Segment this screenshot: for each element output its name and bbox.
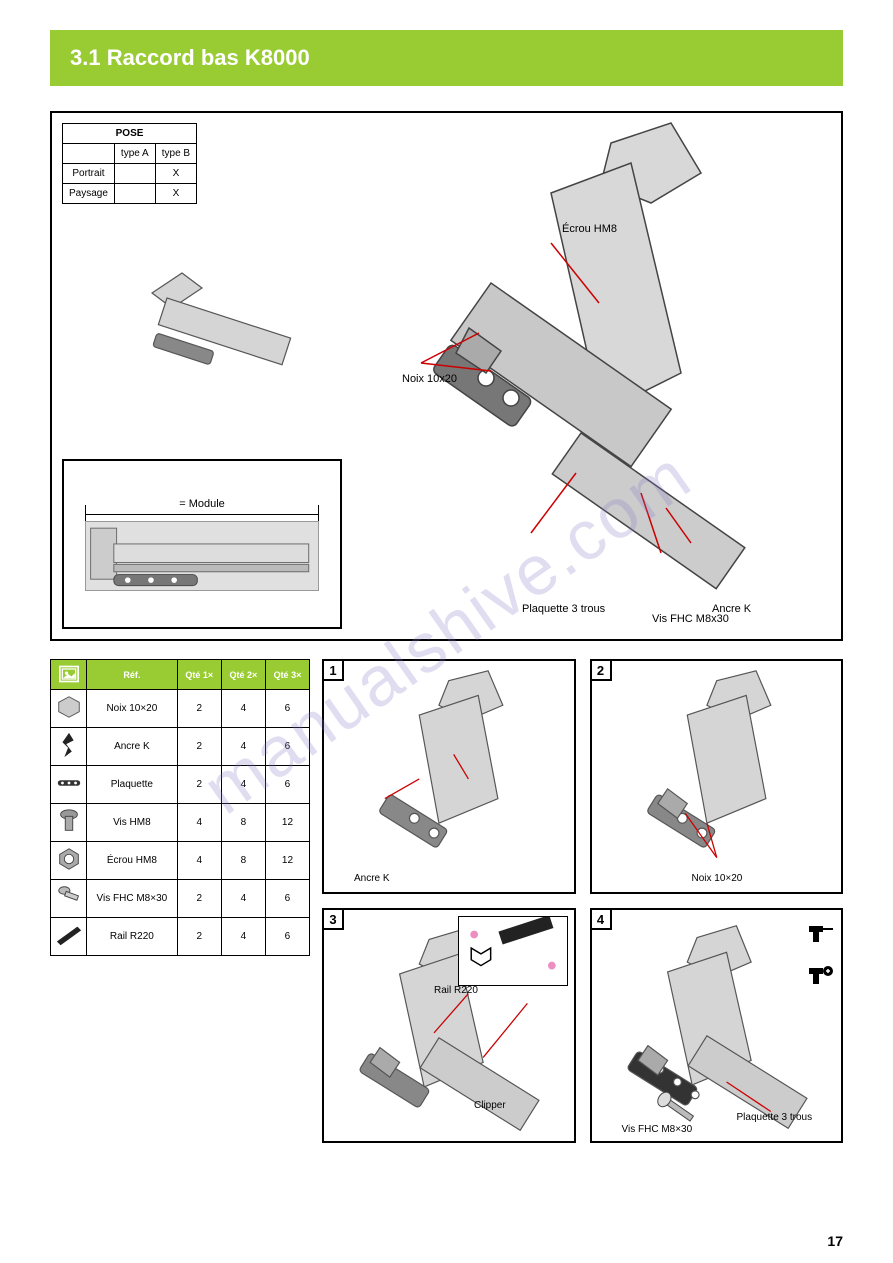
step-3-sublabel: Clipper (474, 1100, 506, 1111)
part-icon-vis-hm (51, 804, 87, 842)
part-ref-0: Noix 10×20 (87, 690, 178, 728)
step-2-sketch (592, 661, 842, 892)
part-ref-5: Vis FHC M8×30 (87, 880, 178, 918)
parts-th-icon (51, 660, 87, 690)
part-icon-ecrou (51, 842, 87, 880)
parts-th-q3: Qté 3× (265, 660, 309, 690)
part-ref-2: Plaquette (87, 766, 178, 804)
annot-ecrou: Écrou HM8 (562, 223, 617, 235)
dimension-box: = Module (62, 459, 342, 629)
step-2-num: 2 (590, 659, 612, 681)
part-q2-5: 4 (221, 880, 265, 918)
part-q1-4: 4 (177, 842, 221, 880)
config-portrait-b: X (155, 164, 196, 184)
picture-icon (59, 665, 79, 683)
annot-noix: Noix 10x20 (402, 373, 457, 385)
step-2-label: Noix 10×20 (692, 873, 743, 884)
part-q3-0: 6 (265, 690, 309, 728)
part-q3-5: 6 (265, 880, 309, 918)
config-row-paysage: Paysage (63, 184, 115, 204)
dimension-line (85, 514, 319, 515)
dimension-label: = Module (179, 498, 225, 510)
screwdriver-icon (805, 960, 835, 990)
part-q1-3: 4 (177, 804, 221, 842)
part-q1-1: 2 (177, 728, 221, 766)
header-bar: 3.1 Raccord bas K8000 (50, 30, 843, 86)
part-q1-5: 2 (177, 880, 221, 918)
step-3-inset (458, 916, 568, 986)
step-2: 2 Noix 10×20 (590, 659, 844, 894)
step-1-label: Ancre K (354, 873, 390, 884)
part-q3-6: 6 (265, 918, 309, 956)
drill-icon (805, 918, 835, 948)
assembly-small-sketch (112, 253, 332, 413)
step-1: 1 Ancre K (322, 659, 576, 894)
part-q1-0: 2 (177, 690, 221, 728)
lower-row: Réf. Qté 1× Qté 2× Qté 3× Noix 10×20 2 4… (50, 659, 843, 1143)
part-ref-1: Ancre K (87, 728, 178, 766)
header-title: 3.1 Raccord bas K8000 (70, 45, 310, 71)
step-1-num: 1 (322, 659, 344, 681)
part-icon-noix (51, 690, 87, 728)
step-grid: 1 Ancre K 2 (322, 659, 843, 1143)
part-icon-rail (51, 918, 87, 956)
part-q1-2: 2 (177, 766, 221, 804)
part-q3-3: 12 (265, 804, 309, 842)
config-portrait-a (114, 164, 155, 184)
config-header: POSE (63, 124, 197, 144)
step-4-label: Vis FHC M8×30 (622, 1124, 693, 1135)
page-number: 17 (827, 1233, 843, 1249)
part-icon-vis-fhc (51, 880, 87, 918)
annot-plaquette: Plaquette 3 trous (522, 603, 605, 615)
part-q1-6: 2 (177, 918, 221, 956)
annot-ancre: Ancre K (712, 603, 751, 615)
part-q2-3: 8 (221, 804, 265, 842)
config-table: POSE type A type B Portrait X Paysage X (62, 123, 197, 204)
step-3-num: 3 (322, 908, 344, 930)
config-paysage-b: X (155, 184, 196, 204)
parts-table: Réf. Qté 1× Qté 2× Qté 3× Noix 10×20 2 4… (50, 659, 310, 956)
part-q3-4: 12 (265, 842, 309, 880)
step-4-sketch (592, 910, 842, 1141)
config-row-portrait: Portrait (63, 164, 115, 184)
part-ref-6: Rail R220 (87, 918, 178, 956)
part-icon-ancre (51, 728, 87, 766)
parts-th-q2: Qté 2× (221, 660, 265, 690)
config-col-a: type A (114, 144, 155, 164)
part-q2-2: 4 (221, 766, 265, 804)
part-q2-1: 4 (221, 728, 265, 766)
parts-table-wrap: Réf. Qté 1× Qté 2× Qté 3× Noix 10×20 2 4… (50, 659, 310, 1143)
step-4-sublabel: Plaquette 3 trous (737, 1112, 813, 1123)
config-paysage-a (114, 184, 155, 204)
part-q3-2: 6 (265, 766, 309, 804)
part-ref-4: Écrou HM8 (87, 842, 178, 880)
part-q2-4: 8 (221, 842, 265, 880)
part-q2-0: 4 (221, 690, 265, 728)
step-4-num: 4 (590, 908, 612, 930)
part-q3-1: 6 (265, 728, 309, 766)
parts-th-q1: Qté 1× (177, 660, 221, 690)
step-3: 3 (322, 908, 576, 1143)
config-blank (63, 144, 115, 164)
rail-side-sketch (85, 521, 319, 591)
part-ref-3: Vis HM8 (87, 804, 178, 842)
part-q2-6: 4 (221, 918, 265, 956)
step-3-label: Rail R220 (434, 985, 478, 996)
config-col-b: type B (155, 144, 196, 164)
main-figure: POSE type A type B Portrait X Paysage X (50, 111, 843, 641)
part-icon-plaquette (51, 766, 87, 804)
parts-th-ref: Réf. (87, 660, 178, 690)
step-1-sketch (324, 661, 574, 892)
step-4: 4 (590, 908, 844, 1143)
